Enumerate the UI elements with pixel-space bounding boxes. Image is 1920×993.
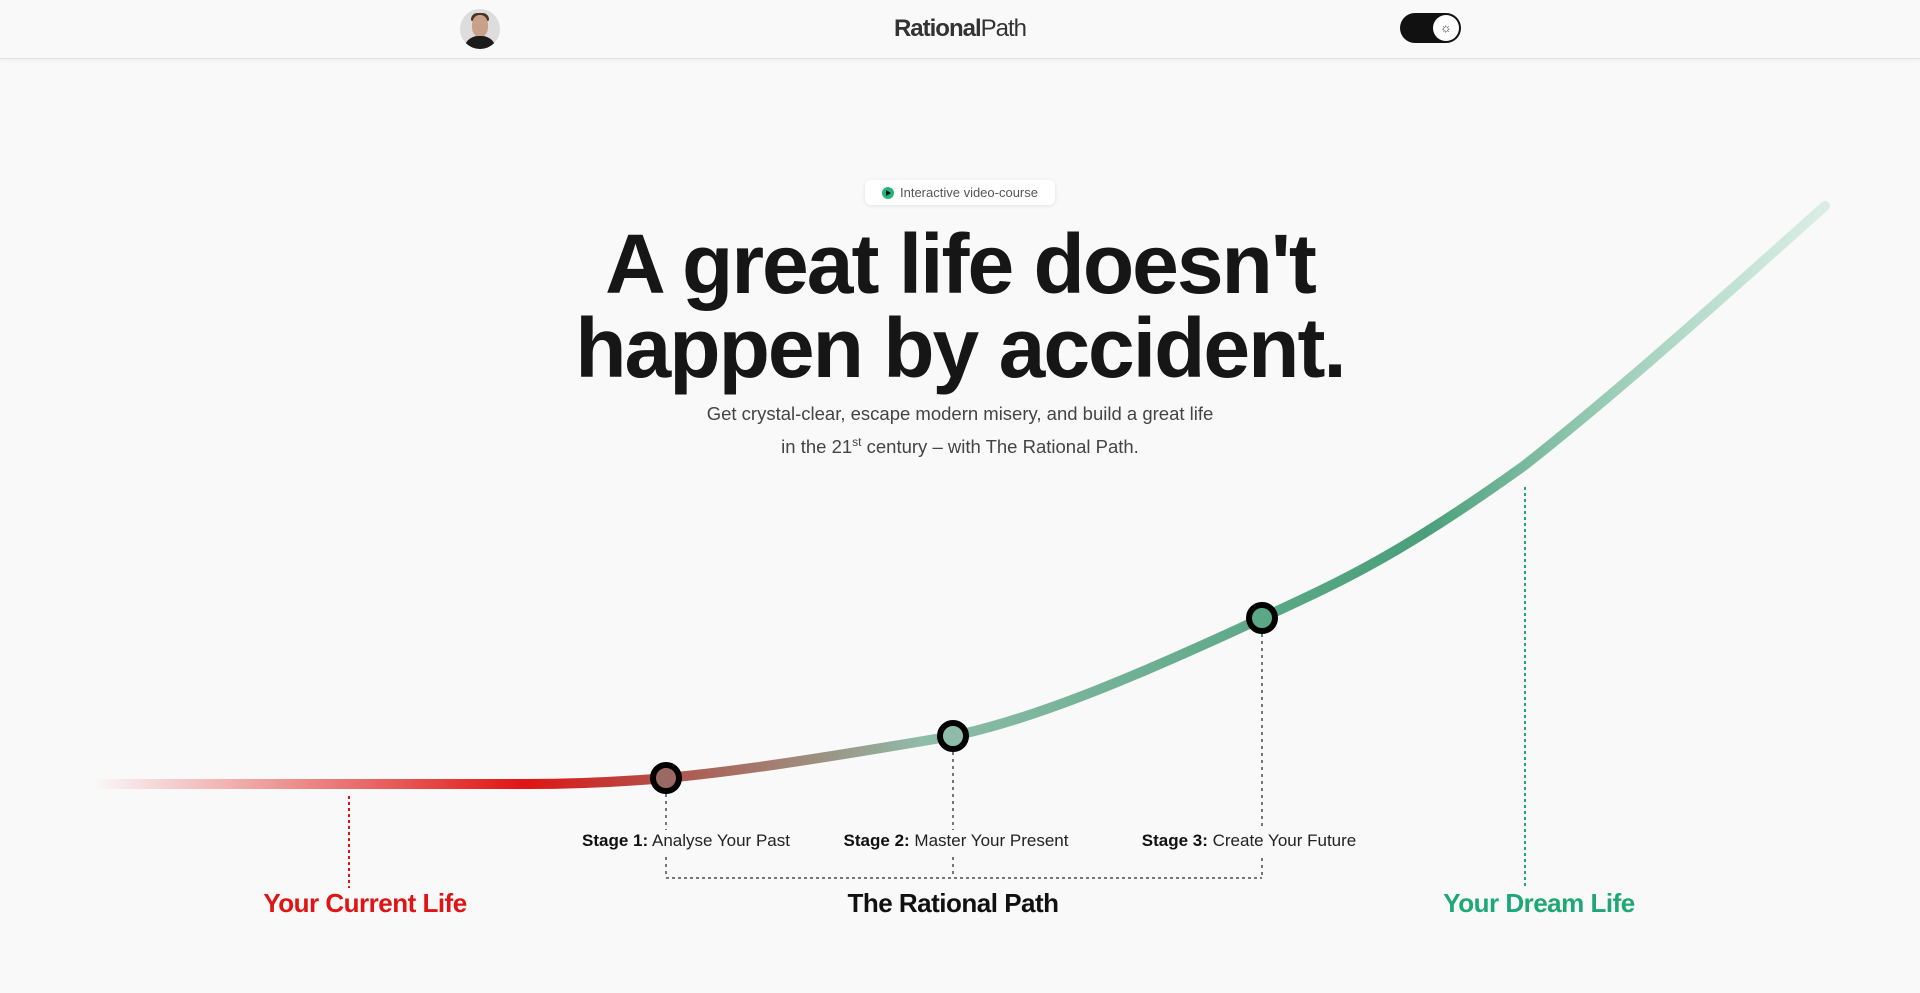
stage2-node[interactable]: [937, 720, 969, 752]
sun-icon: ☼: [1433, 15, 1459, 41]
stage-3-label: Stage 3: Create Your Future: [1142, 831, 1357, 851]
headline-line1: A great life doesn't: [605, 217, 1317, 311]
avatar[interactable]: [460, 9, 500, 49]
avatar-body: [464, 36, 496, 49]
stage-3-title: Create Your Future: [1212, 831, 1357, 850]
stage-2-number: Stage 2:: [843, 831, 910, 850]
logo-light: Path: [980, 15, 1027, 42]
stage-2-label: Stage 2: Master Your Present: [844, 831, 1069, 851]
stage-1-label: Stage 1: Analyse Your Past: [582, 831, 790, 851]
rational-path-label: The Rational Path: [847, 888, 1059, 918]
current-life-label: Your Current Life: [263, 888, 467, 918]
subtitle: Get crystal-clear, escape modern misery,…: [0, 400, 1920, 461]
subtitle-line2-post: century – with The Rational Path.: [861, 436, 1139, 458]
life-curve: [87, 201, 1830, 789]
header: RationalPath ☼: [0, 0, 1920, 59]
dream-life-label: Your Dream Life: [1443, 888, 1635, 918]
stage-1-title: Analyse Your Past: [651, 831, 790, 850]
logo[interactable]: RationalPath: [0, 15, 1920, 43]
subtitle-superscript: st: [852, 435, 862, 449]
logo-bold: Rational: [893, 15, 982, 42]
stage-1-number: Stage 1:: [582, 831, 649, 850]
page-title: A great life doesn't happen by accident.: [0, 222, 1920, 390]
avatar-face: [472, 15, 488, 37]
play-icon: [881, 186, 894, 199]
label-backdrop: [570, 830, 1350, 856]
stage1-node[interactable]: [650, 762, 682, 794]
theme-toggle[interactable]: ☼: [1400, 13, 1461, 43]
stage-2-title: Master Your Present: [914, 831, 1069, 850]
stage3-node[interactable]: [1246, 602, 1278, 634]
subtitle-line2-pre: in the 21: [781, 436, 853, 458]
headline-line2: happen by accident.: [575, 301, 1347, 395]
badge-text: Interactive video-course: [899, 185, 1038, 200]
course-badge: Interactive video-course: [865, 180, 1055, 205]
stage-3-number: Stage 3:: [1141, 831, 1208, 850]
subtitle-line1: Get crystal-clear, escape modern misery,…: [706, 403, 1214, 424]
